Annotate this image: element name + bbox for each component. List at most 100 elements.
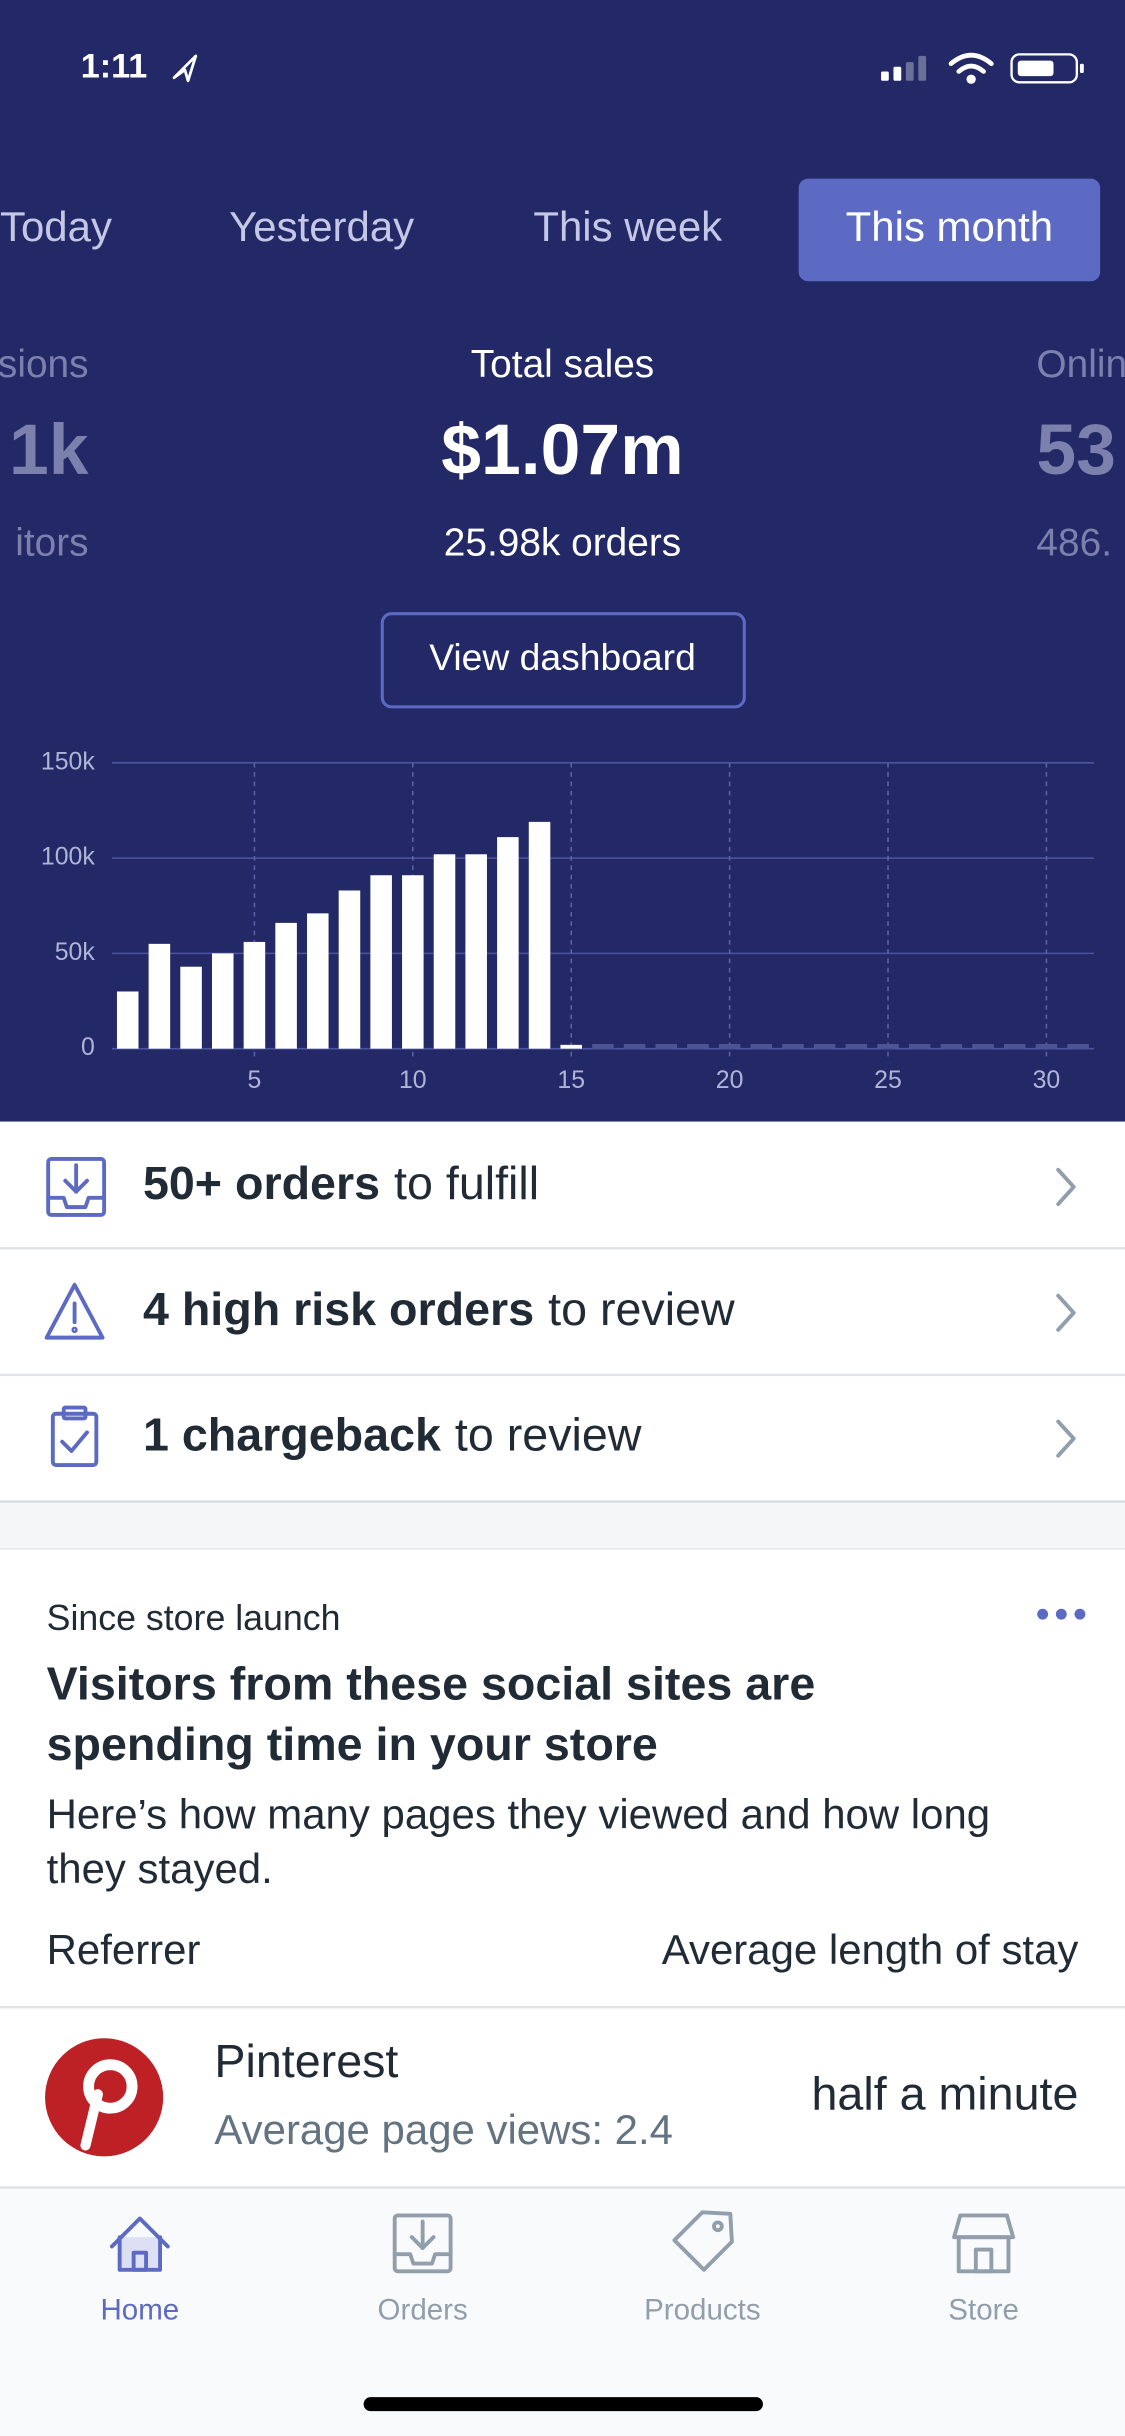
column-header: Average length of stay xyxy=(662,1926,1079,1973)
tab-home[interactable]: Home xyxy=(100,2216,179,2327)
bar xyxy=(370,875,392,1049)
referrer-name: Pinterest xyxy=(214,2035,398,2087)
bar xyxy=(465,854,487,1049)
bar xyxy=(148,943,171,1049)
x-tick-label: 25 xyxy=(874,1067,902,1094)
button-outline xyxy=(380,612,746,709)
empty-day-stub xyxy=(1067,1044,1089,1049)
task-row[interactable]: 1 chargeback to review xyxy=(50,1405,1076,1467)
status-time: 1:11 xyxy=(81,47,148,85)
empty-day-stub xyxy=(845,1044,868,1049)
icon-shape xyxy=(60,1430,89,1453)
metric-card[interactable]: Total sales $1.07m 25.98k orders xyxy=(441,343,683,565)
tasks-background xyxy=(0,1121,1125,1501)
metric-value: 1k xyxy=(9,410,89,490)
metric-label: sions xyxy=(0,343,89,386)
period-tab[interactable]: Yesterday xyxy=(229,203,414,250)
referrer-stay: half a minute xyxy=(811,2068,1078,2120)
signal-bar xyxy=(918,55,927,81)
tab-orders[interactable]: Orders xyxy=(378,2213,468,2327)
x-tick-label: 30 xyxy=(1033,1067,1061,1094)
empty-day-stub xyxy=(687,1044,709,1049)
icon-shape xyxy=(672,2210,734,2272)
chevron xyxy=(1056,1167,1076,1206)
metric-card[interactable]: Onlin 53 486. xyxy=(1036,343,1125,565)
card-title: Visitors from these social sites are xyxy=(47,1657,816,1709)
bar xyxy=(433,854,456,1049)
more-dot xyxy=(1037,1608,1049,1620)
task-rest: to review xyxy=(548,1283,735,1335)
metric-sub: itors xyxy=(15,522,88,565)
period-tab[interactable]: This month xyxy=(846,203,1053,250)
metric-sub: 486. xyxy=(1036,522,1112,565)
bar xyxy=(211,953,234,1049)
task-rest: to fulfill xyxy=(394,1157,539,1209)
empty-day-stub xyxy=(813,1044,836,1049)
icon-shape xyxy=(46,1195,107,1210)
icon-shape xyxy=(409,2235,436,2250)
battery-outline xyxy=(1010,53,1078,84)
period-tab[interactable]: Today xyxy=(0,203,112,250)
clipboard-icon xyxy=(50,1405,99,1467)
icon-shape xyxy=(109,2216,170,2249)
empty-day-stub xyxy=(718,1044,741,1049)
tab-label: Home xyxy=(100,2294,179,2327)
tab-products[interactable]: Products xyxy=(644,2210,761,2327)
signal-bar xyxy=(905,62,914,81)
tab-store[interactable]: Store xyxy=(948,2213,1019,2327)
x-tick-label: 5 xyxy=(248,1067,262,1094)
metric-value: $1.07m xyxy=(441,410,683,490)
task-text: 50+ orders to fulfill xyxy=(143,1157,539,1209)
task-bold: 4 high risk orders xyxy=(143,1283,534,1335)
period-tab[interactable]: This week xyxy=(533,203,723,250)
logo-circle xyxy=(45,2038,164,2157)
icon-shape xyxy=(392,2213,453,2274)
icon-shape xyxy=(712,2220,724,2233)
card-title: spending time in your store xyxy=(47,1718,658,1770)
empty-day-stub xyxy=(592,1044,614,1049)
x-tick-label: 15 xyxy=(557,1067,585,1094)
task-rest: to review xyxy=(455,1409,642,1461)
icon-shape xyxy=(50,1411,99,1467)
empty-day-stub xyxy=(750,1044,773,1049)
view-dashboard-button[interactable]: View dashboard xyxy=(380,612,746,709)
bar xyxy=(338,890,361,1049)
logo-glyph xyxy=(83,2059,138,2114)
location-icon xyxy=(172,54,198,83)
more-dot xyxy=(1055,1608,1067,1620)
more-button[interactable] xyxy=(1037,1608,1086,1620)
home-icon xyxy=(109,2216,170,2272)
wifi-dot xyxy=(966,74,976,84)
sales-chart: 0 50k 100k 150k 5 10 15 20 25 30 xyxy=(41,748,1094,1094)
metric-value: 53 xyxy=(1036,410,1116,490)
warning-icon xyxy=(44,1282,105,1340)
icon-shape xyxy=(71,1326,78,1334)
column-header: Referrer xyxy=(47,1926,201,1973)
chevron xyxy=(1056,1293,1076,1332)
task-row[interactable]: 50+ orders to fulfill xyxy=(46,1157,1076,1217)
inbox-icon xyxy=(46,1157,107,1217)
x-tick-label: 10 xyxy=(399,1067,427,1094)
store-icon xyxy=(952,2213,1016,2274)
wifi-icon xyxy=(948,52,994,84)
task-row[interactable]: 4 high risk orders to review xyxy=(44,1282,1076,1340)
more-dot xyxy=(1074,1608,1086,1620)
battery-level xyxy=(1017,60,1054,77)
signal-bar xyxy=(893,66,902,81)
icon-shape xyxy=(63,1178,89,1194)
empty-day-stub xyxy=(940,1044,963,1049)
products-icon xyxy=(672,2210,734,2272)
empty-day-stub xyxy=(877,1044,899,1049)
y-tick-label: 100k xyxy=(41,844,95,871)
bar xyxy=(528,821,551,1049)
metric-card[interactable]: sions 1k itors xyxy=(0,343,89,565)
empty-day-stub xyxy=(782,1044,804,1049)
selected-tab-background xyxy=(798,178,1101,282)
bar xyxy=(560,1044,582,1049)
icon-shape xyxy=(61,1405,88,1421)
bar xyxy=(402,875,424,1049)
icon-shape xyxy=(973,2247,994,2274)
button-label: View dashboard xyxy=(429,636,696,678)
wifi-arc xyxy=(956,63,986,74)
